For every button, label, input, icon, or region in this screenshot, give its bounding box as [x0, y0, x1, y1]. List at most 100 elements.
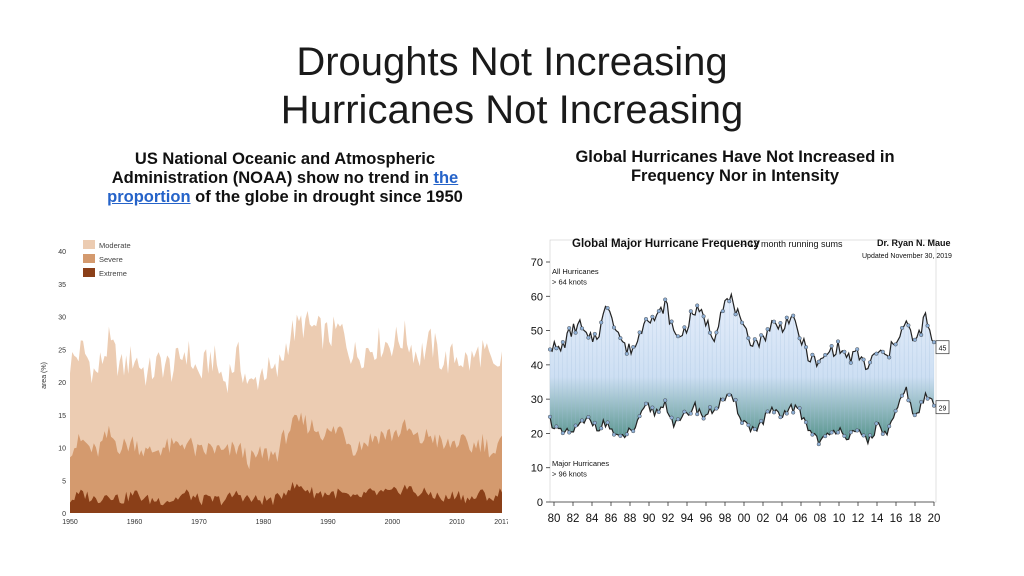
hurricane-all-point [631, 345, 636, 350]
hurricane-major-point [829, 430, 834, 435]
hurricane-xtick-label: 06 [795, 513, 808, 525]
hurricane-major-point [746, 423, 751, 428]
hurricane-all-point [752, 337, 757, 342]
hurricane-major-point [842, 433, 847, 438]
hurricane-all-point [887, 355, 892, 360]
drought-xtick-label: 1990 [320, 519, 336, 526]
hurricane-all-point [727, 299, 732, 304]
hurricane-major-point [797, 406, 802, 411]
hurricane-major-point [669, 415, 674, 420]
hurricane-major-point [733, 397, 738, 402]
hurricane-end-label-major: 29 [939, 406, 947, 413]
the-link[interactable]: the [433, 169, 459, 187]
drought-caption-text-b: Administration (NOAA) show no trend in [111, 169, 434, 187]
hurricane-all-point [656, 309, 661, 314]
hurricane-major-point [900, 393, 905, 398]
hurricane-all-point [759, 333, 764, 338]
hurricane-xtick-label: 80 [548, 513, 561, 525]
title-line-2: Hurricanes Not Increasing [280, 88, 744, 132]
hurricane-all-point [893, 342, 898, 347]
hurricane-major-point [778, 415, 783, 420]
hurricane-major-point [560, 431, 565, 436]
hurricane-xtick-label: 88 [624, 513, 637, 525]
hurricane-annotation-all-2: > 64 knots [552, 277, 587, 286]
hurricane-major-point [675, 417, 680, 422]
hurricane-all-point [714, 330, 719, 335]
hurricane-all-point [791, 313, 796, 318]
hurricane-major-point [650, 405, 655, 410]
hurricane-major-point [611, 432, 616, 437]
hurricane-all-point [695, 303, 700, 308]
hurricane-major-point [592, 420, 597, 425]
hurricane-all-point [688, 309, 693, 314]
hurricane-major-point [861, 433, 866, 438]
hurricane-all-point [925, 323, 930, 328]
drought-area-extreme [70, 481, 502, 513]
hurricane-major-point [880, 431, 885, 436]
hurricane-major-point [579, 418, 584, 423]
hurricane-major-point [663, 398, 668, 403]
drought-area-chart: 0 5 10 15 20 25 30 35 40 1950 1960 1970 1980 1990 2000… [41, 240, 508, 526]
hurricane-major-point [586, 415, 591, 420]
drought-ytick-label: 5 [62, 478, 66, 485]
hurricane-all-point [586, 335, 591, 340]
hurricane-major-point [739, 420, 744, 425]
hurricane-chart-author: Dr. Ryan N. Maue [877, 238, 951, 248]
hurricane-frequency-chart: Global Major Hurricane Frequency -- 12 m… [531, 238, 952, 525]
hurricane-end-box-all [935, 340, 950, 355]
drought-ytick-label: 40 [58, 249, 66, 256]
drought-caption-line-2: Administration (NOAA) show no trend in t… [70, 169, 500, 188]
hurricane-xtick-label: 14 [871, 513, 884, 525]
hurricane-all-point [554, 346, 559, 351]
hurricane-ytick-label: 30 [531, 394, 543, 406]
hurricane-xtick-label: 86 [605, 513, 618, 525]
hurricane-major-point [714, 406, 719, 411]
hurricane-all-point [816, 359, 821, 364]
hurricane-major-point [599, 426, 604, 431]
hurricane-ytick-label: 10 [531, 463, 543, 475]
hurricane-major-point [688, 411, 693, 416]
hurricane-major-point [925, 396, 930, 401]
hurricane-xtick-label: 90 [643, 513, 656, 525]
drought-ytick-label: 30 [58, 315, 66, 322]
hurricane-major-point [791, 410, 796, 415]
drought-legend-label-severe: Severe [99, 255, 123, 264]
drought-caption-line-3: proportion of the globe in drought since… [70, 188, 500, 207]
drought-legend-label-extreme: Extreme [99, 269, 127, 278]
hurricane-all-point [560, 340, 565, 345]
hurricane-all-point [912, 337, 917, 342]
hurricane-all-point [778, 321, 783, 326]
hurricane-major-point [836, 430, 841, 435]
hurricane-major-point [605, 420, 610, 425]
hurricane-all-point [746, 336, 751, 341]
drought-caption: US National Oceanic and Atmospheric Admi… [70, 150, 500, 207]
title-line-1: Droughts Not Increasing [296, 40, 728, 84]
hurricane-major-point [624, 432, 629, 437]
hurricane-all-point [804, 345, 809, 350]
hurricane-all-point [842, 349, 847, 354]
hurricane-annotation-major-2: > 96 knots [552, 469, 587, 478]
drought-xtick-label: 1950 [62, 519, 78, 526]
hurricane-all-point [874, 351, 879, 356]
hurricane-all-point [829, 344, 834, 349]
drought-caption-line-1: US National Oceanic and Atmospheric [134, 150, 436, 168]
hurricane-all-point [810, 352, 815, 357]
hurricane-major-point [912, 413, 917, 418]
hurricane-major-point [855, 428, 860, 433]
hurricane-annotation-major-1: Major Hurricanes [552, 459, 609, 468]
hurricane-all-point [739, 320, 744, 325]
drought-ytick-label: 15 [58, 413, 66, 420]
hurricane-major-point [784, 411, 789, 416]
hurricane-xtick-label: 84 [586, 513, 599, 525]
hurricane-major-point [765, 409, 770, 414]
proportion-link[interactable]: proportion [107, 188, 191, 206]
hurricane-all-point [611, 325, 616, 330]
hurricane-all-point [784, 315, 789, 320]
hurricane-ytick-label: 70 [531, 257, 543, 269]
drought-ytick-label: 35 [58, 282, 66, 289]
drought-xtick-label: 1970 [191, 519, 207, 526]
hurricane-all-point [906, 323, 911, 328]
hurricane-xtick-label: 82 [567, 513, 580, 525]
hurricane-major-point [887, 424, 892, 429]
drought-xtick-label: 2017 [494, 519, 508, 526]
